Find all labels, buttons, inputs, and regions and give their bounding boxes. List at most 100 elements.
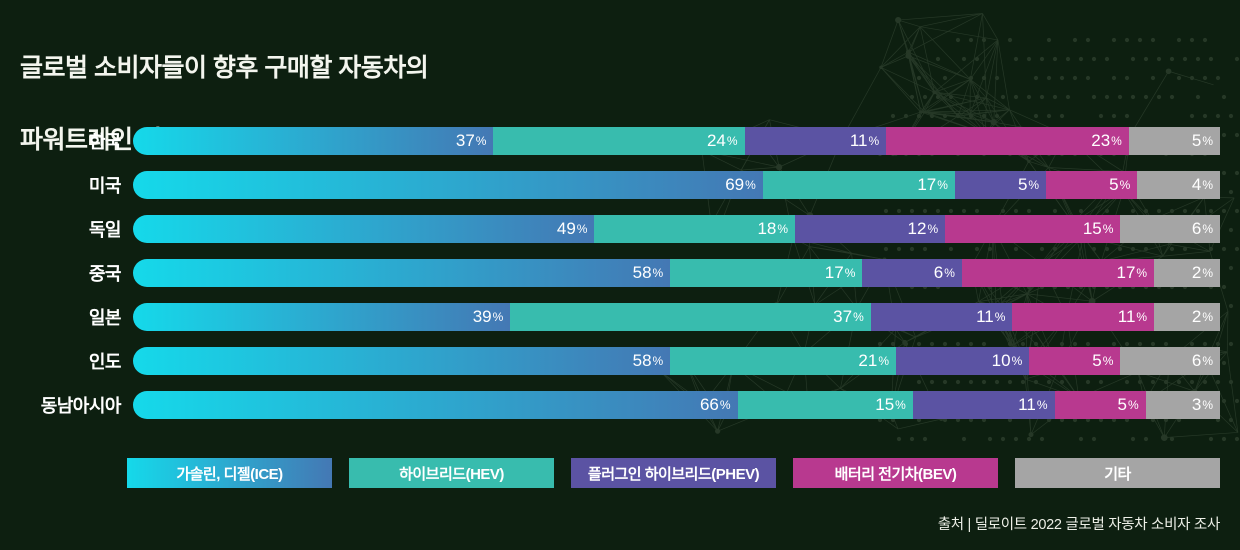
legend-item: 플러그인 하이브리드(PHEV) bbox=[571, 458, 776, 488]
bar-segment: 23% bbox=[886, 127, 1129, 155]
segment-value: 21 bbox=[858, 351, 878, 370]
chart-row-미국: 미국 69% 17% 5% 5% 4% bbox=[0, 171, 1220, 199]
percent-sign: % bbox=[878, 354, 890, 368]
bar-segment: 6% bbox=[1120, 347, 1220, 375]
segment-value: 11 bbox=[849, 131, 868, 150]
bar-segment: 4% bbox=[1137, 171, 1220, 199]
segment-value: 10 bbox=[991, 351, 1011, 370]
segment-value: 58 bbox=[632, 351, 652, 370]
bar-segment: 17% bbox=[961, 259, 1155, 287]
segment-value: 15 bbox=[875, 395, 895, 414]
stacked-bar: 58% 17% 6% 17% 2% bbox=[133, 259, 1220, 287]
legend-item: 가솔린, 디젤(ICE) bbox=[127, 458, 332, 488]
segment-value: 2 bbox=[1191, 307, 1202, 326]
segment-value: 17 bbox=[917, 175, 937, 194]
segment-value: 5 bbox=[1017, 175, 1028, 194]
percent-sign: % bbox=[994, 310, 1006, 324]
percent-sign: % bbox=[844, 266, 856, 280]
percent-sign: % bbox=[719, 398, 731, 412]
percent-sign: % bbox=[944, 266, 955, 280]
segment-value: 39 bbox=[472, 307, 492, 326]
legend-item: 배터리 전기차(BEV) bbox=[793, 458, 998, 488]
chart-row-일본: 일본 39% 37% 11% 11% 2% bbox=[0, 303, 1220, 331]
bar-segment: 11% bbox=[1012, 303, 1155, 331]
percent-sign: % bbox=[1202, 398, 1213, 412]
segment-value: 18 bbox=[757, 219, 777, 238]
chart-legend: 가솔린, 디젤(ICE) 하이브리드(HEV) 플러그인 하이브리드(PHEV) 배터… bbox=[127, 458, 1220, 488]
segment-value: 5 bbox=[1191, 131, 1202, 150]
percent-sign: % bbox=[1028, 178, 1040, 192]
percent-sign: % bbox=[652, 354, 664, 368]
percent-sign: % bbox=[492, 310, 504, 324]
bar-segment: 5% bbox=[1029, 347, 1121, 375]
stacked-bar: 58% 21% 10% 5% 6% bbox=[133, 347, 1220, 375]
category-label: 한국 bbox=[88, 132, 122, 152]
bar-segment: 12% bbox=[795, 215, 946, 243]
stacked-bar: 37% 24% 11% 23% 5% bbox=[133, 127, 1220, 155]
segment-value: 37 bbox=[455, 131, 475, 150]
bar-segment: 58% bbox=[133, 259, 671, 287]
legend-item: 하이브리드(HEV) bbox=[349, 458, 554, 488]
segment-value: 12 bbox=[907, 219, 927, 238]
category-label: 독일 bbox=[88, 220, 122, 240]
bar-segment: 24% bbox=[493, 127, 745, 155]
chart-row-동남아시아: 동남아시아 66% 15% 11% 5% 3% bbox=[0, 391, 1220, 419]
bar-segment: 49% bbox=[133, 215, 595, 243]
bar-segment: 15% bbox=[737, 391, 913, 419]
percent-sign: % bbox=[1011, 354, 1023, 368]
stacked-bar: 66% 15% 11% 5% 3% bbox=[133, 391, 1220, 419]
bar-segment: 69% bbox=[133, 171, 763, 199]
bar-segment: 11% bbox=[744, 127, 887, 155]
segment-value: 58 bbox=[632, 263, 652, 282]
bar-segment: 18% bbox=[594, 215, 796, 243]
percent-sign: % bbox=[726, 134, 738, 148]
percent-sign: % bbox=[937, 178, 948, 192]
percent-sign: % bbox=[1202, 134, 1213, 148]
bar-segment: 11% bbox=[912, 391, 1055, 419]
category-label: 중국 bbox=[88, 264, 122, 284]
percent-sign: % bbox=[927, 222, 939, 236]
segment-value: 69 bbox=[725, 175, 745, 194]
stacked-bar: 69% 17% 5% 5% 4% bbox=[133, 171, 1220, 199]
bar-segment: 37% bbox=[133, 127, 494, 155]
category-label: 인도 bbox=[88, 352, 122, 372]
bar-segment: 11% bbox=[870, 303, 1013, 331]
segment-value: 6 bbox=[933, 263, 944, 282]
bar-segment: 2% bbox=[1154, 303, 1220, 331]
segment-value: 5 bbox=[1092, 351, 1102, 370]
segment-value: 37 bbox=[833, 307, 853, 326]
source-caption: 출처 | 딜로이트 2022 글로벌 자동차 소비자 조사 bbox=[937, 517, 1221, 533]
segment-value: 2 bbox=[1191, 263, 1202, 282]
category-label: 동남아시아 bbox=[40, 396, 122, 416]
bar-segment: 15% bbox=[945, 215, 1121, 243]
segment-value: 4 bbox=[1191, 175, 1202, 194]
segment-value: 24 bbox=[706, 131, 726, 150]
percent-sign: % bbox=[777, 222, 789, 236]
bar-segment: 5% bbox=[1054, 391, 1146, 419]
percent-sign: % bbox=[1202, 222, 1213, 236]
bar-segment: 21% bbox=[670, 347, 897, 375]
legend-item: 기타 bbox=[1015, 458, 1220, 488]
bar-segment: 3% bbox=[1145, 391, 1220, 419]
bar-segment: 5% bbox=[1046, 171, 1138, 199]
chart-row-중국: 중국 58% 17% 6% 17% 2% bbox=[0, 259, 1220, 287]
category-label: 미국 bbox=[88, 176, 122, 196]
percent-sign: % bbox=[1202, 178, 1213, 192]
percent-sign: % bbox=[1136, 310, 1148, 324]
chart-row-독일: 독일 49% 18% 12% 15% 6% bbox=[0, 215, 1220, 243]
segment-value: 23 bbox=[1091, 131, 1111, 150]
percent-sign: % bbox=[1202, 310, 1213, 324]
segment-value: 15 bbox=[1082, 219, 1102, 238]
bar-segment: 5% bbox=[954, 171, 1047, 199]
bar-segment: 66% bbox=[133, 391, 738, 419]
segment-value: 3 bbox=[1191, 395, 1202, 414]
segment-value: 11 bbox=[1117, 307, 1136, 326]
segment-value: 11 bbox=[976, 307, 994, 326]
percent-sign: % bbox=[853, 310, 864, 324]
segment-value: 11 bbox=[1018, 395, 1036, 414]
stacked-bar: 39% 37% 11% 11% 2% bbox=[133, 303, 1220, 331]
percent-sign: % bbox=[1111, 134, 1122, 148]
segment-value: 17 bbox=[824, 263, 844, 282]
percent-sign: % bbox=[1202, 266, 1213, 280]
